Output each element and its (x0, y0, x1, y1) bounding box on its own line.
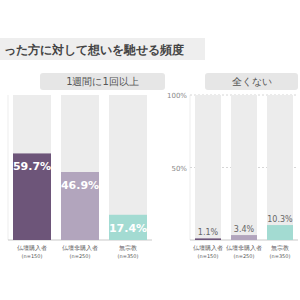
x-tick-label-line: 仏壇購入者 (192, 244, 223, 251)
x-tick-label-line: (n=150) (22, 253, 43, 259)
x-tick-label: 無宗教 (n=350) (270, 244, 291, 259)
x-tick-label: 仏壇購入者 (n=150) (16, 244, 47, 259)
panel-header-box (205, 73, 298, 90)
column-background (13, 95, 51, 240)
bars (13, 95, 147, 240)
bar (231, 235, 257, 240)
bar (109, 215, 147, 240)
x-tick-label-line: (n=250) (70, 253, 91, 259)
chart-canvas: った方に対して想いを馳せる頻度 1週間に1回以上 59.7% 46.9% 17.4% 仏壇… (0, 0, 300, 300)
column-background (231, 95, 257, 240)
root: った方に対して想いを馳せる頻度 1週間に1回以上 59.7% 46.9% 17.4% 仏壇… (0, 0, 300, 300)
column-background (195, 95, 221, 240)
panel-title: 全くない (232, 76, 272, 87)
data-label: 46.9% (61, 179, 99, 192)
x-tick-label-line: 仏壇購入者 (16, 244, 47, 251)
column-background (267, 95, 293, 240)
x-tick-label: 仏壇非購入者 (n=250) (61, 244, 98, 259)
panel-header-box (40, 73, 165, 90)
data-label: 1.1% (198, 228, 219, 237)
title: った方に対して想いを馳せる頻度 (4, 43, 184, 57)
x-tick-label-line: 仏壇非購入者 (61, 244, 98, 251)
panel: 1週間に1回以上 59.7% 46.9% 17.4% 仏壇購入者 (n=150) 仏壇非購入… (8, 73, 165, 259)
x-tick-label: 無宗教 (n=350) (118, 244, 139, 259)
panel-title: 1週間に1回以上 (66, 76, 139, 87)
x-tick-label-line: (n=150) (198, 253, 219, 259)
bar (267, 225, 293, 240)
panel: 全くない 50% 100% 1.1% 3.4% 10.3% 仏壇購入者 (n=150) 仏壇非購… (167, 73, 298, 259)
bar (61, 172, 99, 240)
column-background (109, 95, 147, 240)
y-axis-line (8, 95, 9, 240)
column-background (61, 95, 99, 240)
x-tick-label-line: 仏壇非購入者 (225, 244, 262, 251)
bar (13, 153, 51, 240)
data-label: 10.3% (267, 215, 293, 224)
x-tick-label: 仏壇非購入者 (n=250) (225, 244, 262, 259)
title-band (0, 38, 205, 60)
bars (195, 95, 293, 240)
y-tick-label: 100% (167, 92, 187, 100)
x-tick-label-line: (n=350) (118, 253, 139, 259)
y-tick-label: 50% (171, 165, 187, 173)
data-label: 17.4% (109, 222, 147, 235)
x-tick-label-line: 無宗教 (119, 244, 137, 251)
labels: 59.7% 46.9% 17.4% 仏壇購入者 (n=150) 仏壇非購入者 (n=250)… (13, 160, 147, 259)
bar (195, 238, 221, 240)
data-label: 3.4% (234, 225, 255, 234)
labels: 1.1% 3.4% 10.3% 仏壇購入者 (n=150) 仏壇非購入者 (n=250) 無宗… (192, 215, 293, 259)
x-tick-label-line: (n=350) (270, 253, 291, 259)
x-tick-label-line: 無宗教 (271, 244, 289, 251)
data-label: 59.7% (13, 160, 51, 173)
y-axis-line (190, 95, 191, 240)
x-tick-label: 仏壇購入者 (n=150) (192, 244, 223, 259)
x-tick-label-line: (n=250) (234, 253, 255, 259)
